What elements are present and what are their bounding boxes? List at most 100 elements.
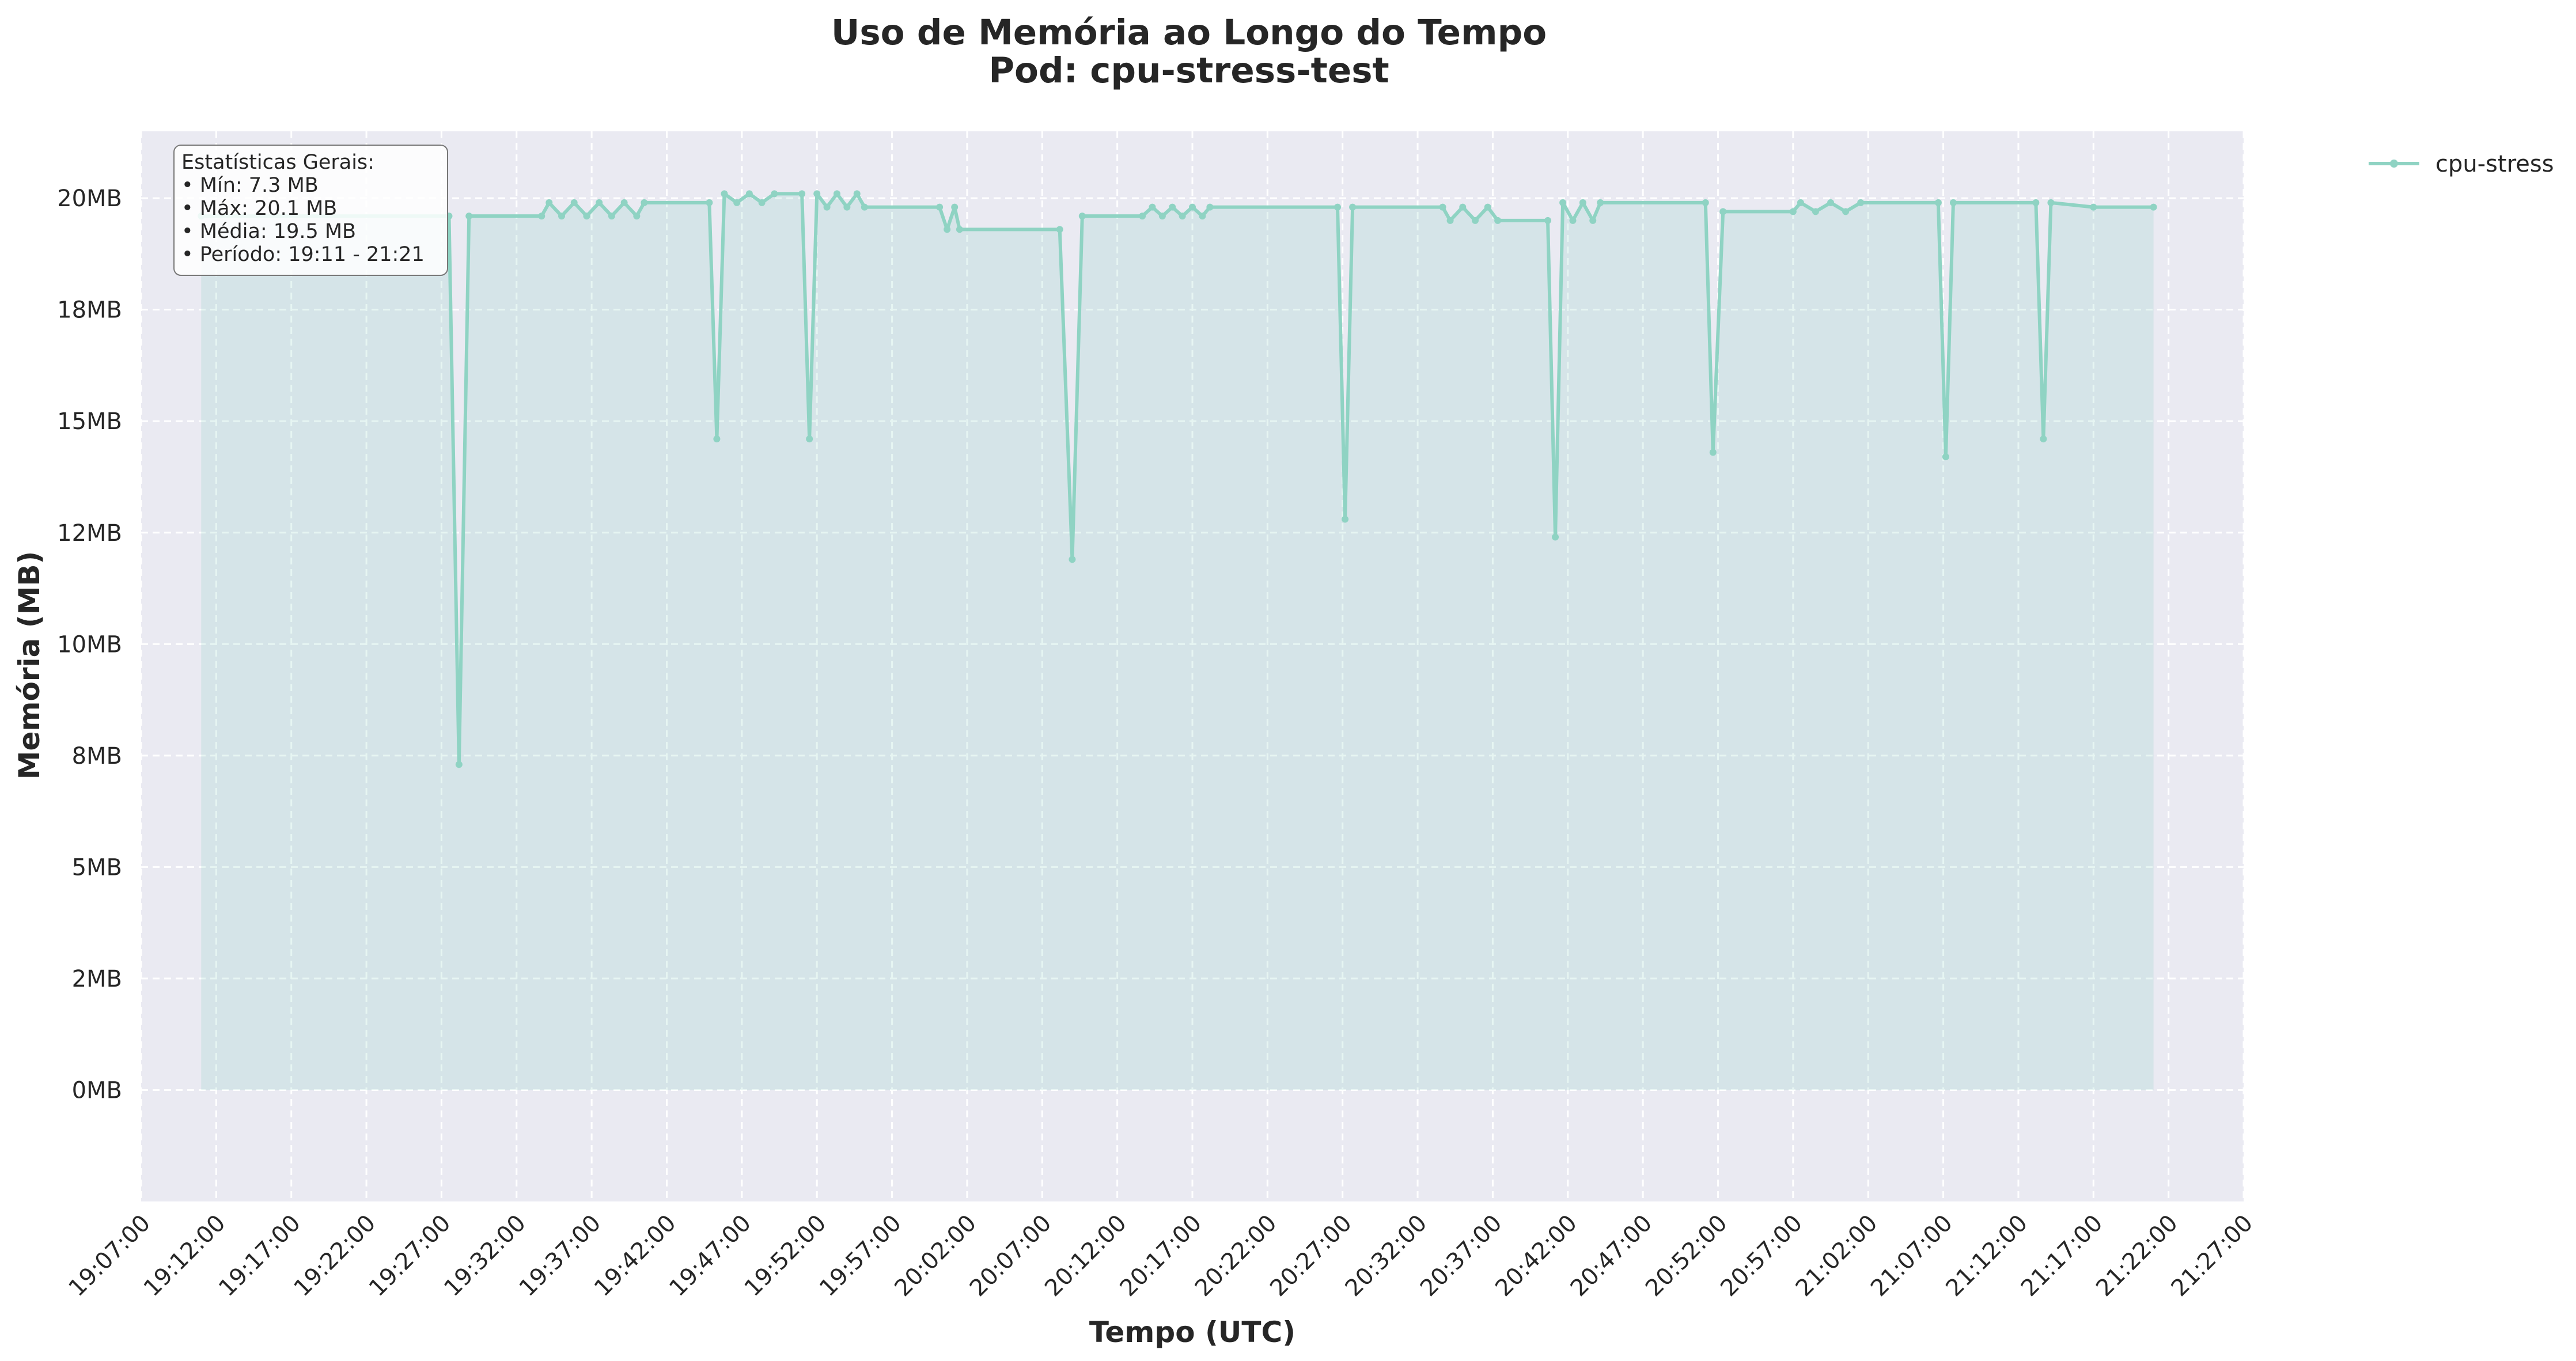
x-axis-label: Tempo (UTC) [1089, 1315, 1295, 1349]
data-point [1189, 203, 1196, 211]
data-point [455, 761, 463, 768]
data-point [1709, 449, 1717, 456]
data-point [1149, 203, 1156, 211]
data-point [798, 190, 806, 198]
data-point [956, 226, 963, 233]
data-point [713, 435, 721, 443]
data-point [1702, 199, 1709, 206]
data-point [1158, 213, 1166, 220]
y-tick-label: 5MB [72, 854, 122, 881]
chart-subtitle: Pod: cpu-stress-test [988, 50, 1389, 91]
data-point [545, 199, 553, 206]
data-point [620, 199, 628, 206]
data-point [1169, 203, 1176, 211]
y-tick-label: 20MB [57, 185, 122, 212]
data-point [2032, 199, 2040, 206]
data-point [1827, 199, 1835, 206]
data-point [861, 203, 868, 211]
y-tick-label: 12MB [57, 520, 122, 547]
data-point [1494, 217, 1502, 224]
data-point [1597, 199, 1604, 206]
data-point [1719, 208, 1727, 215]
data-point [1934, 199, 1942, 206]
data-point [1069, 556, 1076, 563]
data-point [1078, 213, 1086, 220]
legend-label-cpu-stress: cpu-stress [2435, 151, 2554, 177]
y-tick-label: 2MB [72, 966, 122, 992]
data-point [1842, 208, 1850, 215]
data-point [596, 199, 603, 206]
data-point [2090, 203, 2097, 211]
data-point [1139, 213, 1146, 220]
data-point [1589, 217, 1597, 224]
data-point [633, 213, 641, 220]
data-point [2040, 435, 2047, 443]
data-point [813, 190, 821, 198]
data-point [1559, 199, 1567, 206]
stats-min: • Mín: 7.3 MB [181, 174, 319, 197]
stats-max: • Máx: 20.1 MB [181, 197, 337, 220]
data-point [1812, 208, 1819, 215]
data-point [1179, 213, 1186, 220]
stats-box-frame [173, 145, 448, 276]
data-point [2150, 203, 2157, 211]
series-points [198, 190, 2157, 768]
data-point [2047, 199, 2055, 206]
data-point [944, 226, 951, 233]
y-axis-label: Memória (MB) [13, 551, 46, 780]
data-point [1056, 226, 1063, 233]
data-point [936, 203, 944, 211]
data-point [570, 199, 578, 206]
data-point [758, 199, 766, 206]
data-point [1544, 217, 1552, 224]
data-point [1334, 203, 1342, 211]
grid-lines [140, 131, 2245, 1201]
data-point [1206, 203, 1214, 211]
series-area-fill [201, 194, 2154, 1090]
data-point [1439, 203, 1446, 211]
data-point [951, 203, 959, 211]
data-point [733, 199, 741, 206]
y-tick-label: 0MB [72, 1077, 122, 1104]
y-tick-label: 8MB [72, 743, 122, 769]
data-point [1446, 217, 1454, 224]
data-point [1797, 199, 1804, 206]
data-point [583, 213, 590, 220]
y-tick-labels: 0MB 2MB 5MB 8MB 10MB 12MB 15MB 18MB 20MB [57, 185, 122, 1104]
chart-title: Uso de Memória ao Longo do Tempo [831, 12, 1547, 53]
area-fill [201, 194, 2154, 1090]
data-point [1199, 213, 1206, 220]
data-point [1789, 208, 1797, 215]
data-point [843, 203, 851, 211]
stats-period: • Período: 19:11 - 21:21 [181, 243, 425, 266]
data-point [833, 190, 840, 198]
data-point [1857, 199, 1865, 206]
data-point [721, 190, 728, 198]
data-point [1349, 203, 1357, 211]
stats-box: Estatísticas Gerais: • Mín: 7.3 MB • Máx… [173, 145, 448, 276]
data-point [538, 213, 545, 220]
data-point [1942, 453, 1949, 461]
data-point [1569, 217, 1577, 224]
data-point [1579, 199, 1586, 206]
data-point [1484, 203, 1491, 211]
data-point [771, 190, 778, 198]
data-point [806, 435, 813, 443]
data-point [745, 190, 753, 198]
y-tick-label: 18MB [57, 297, 122, 324]
data-point [1552, 533, 1559, 541]
data-point [558, 213, 565, 220]
data-point [853, 190, 861, 198]
stats-mean: • Média: 19.5 MB [181, 220, 356, 243]
data-point [1949, 199, 1957, 206]
stats-heading: Estatísticas Gerais: [181, 151, 374, 174]
y-tick-label: 10MB [57, 631, 122, 658]
data-point [641, 199, 648, 206]
legend: cpu-stress [2369, 151, 2554, 177]
data-point [706, 199, 713, 206]
data-point [608, 213, 615, 220]
legend-marker [2390, 160, 2398, 168]
data-point [465, 213, 473, 220]
y-tick-label: 15MB [57, 408, 122, 435]
